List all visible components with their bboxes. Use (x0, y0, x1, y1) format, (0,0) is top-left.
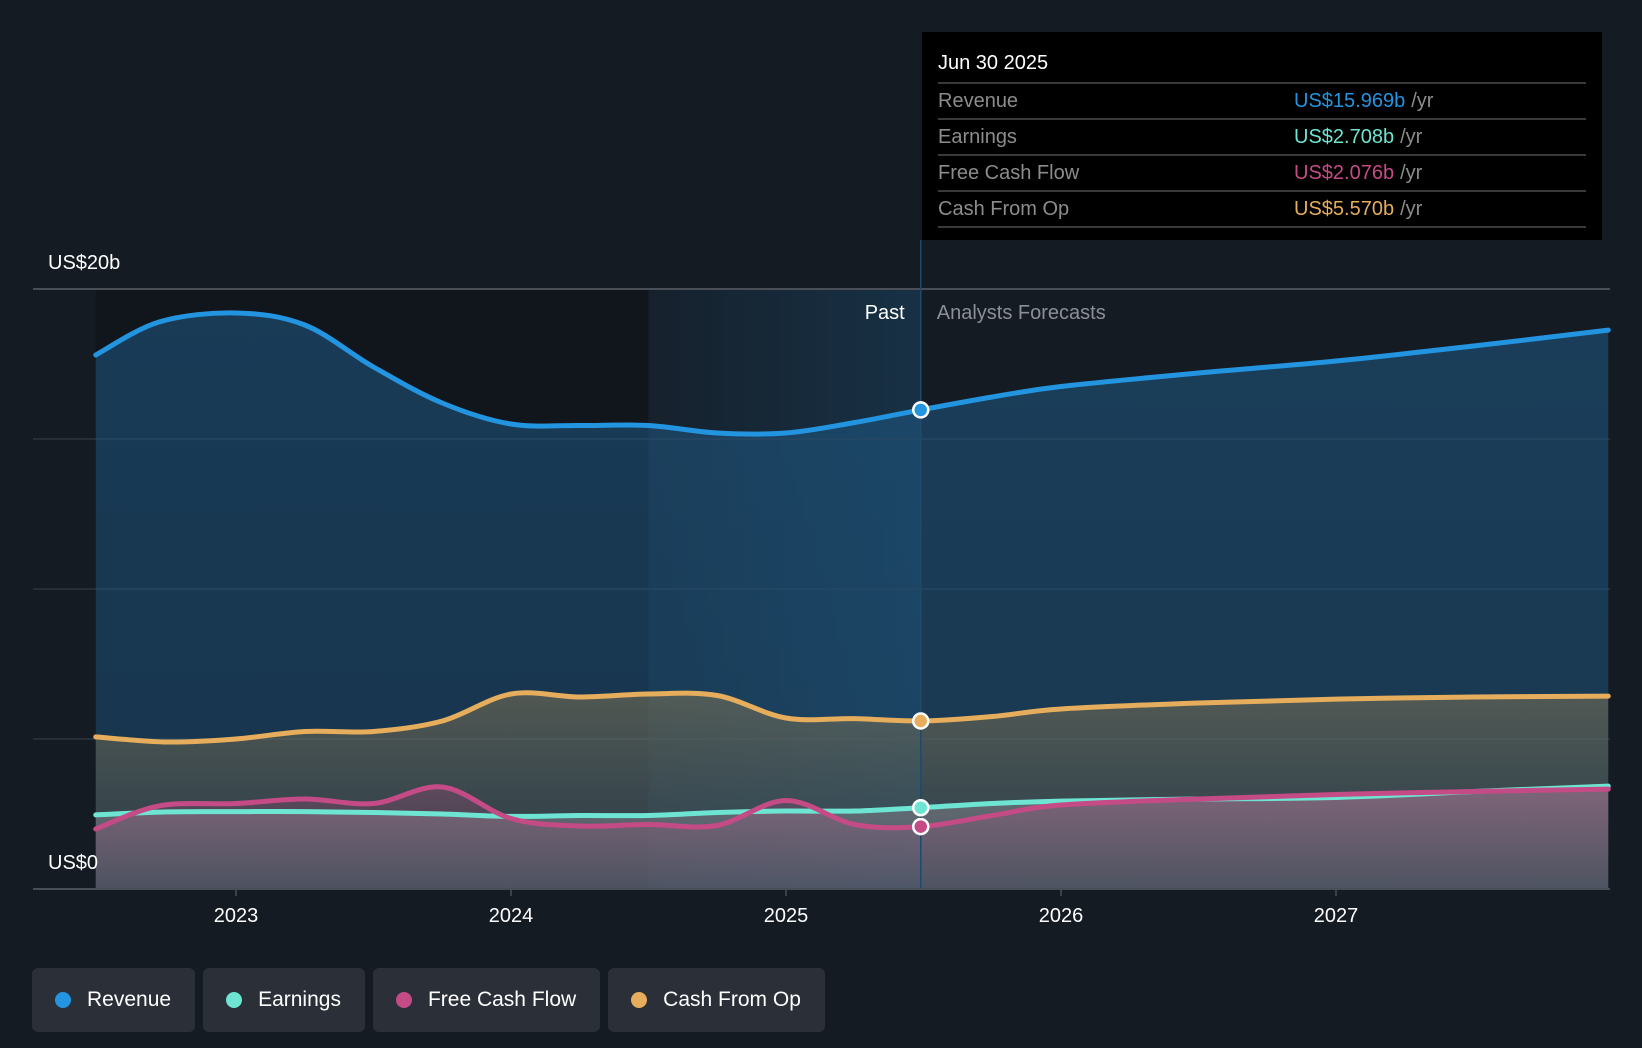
tooltip-value: US$2.076b (1294, 161, 1395, 184)
series-markers (912, 401, 930, 836)
y-label-bottom: US$0 (48, 852, 99, 874)
legend-label: Revenue (87, 988, 172, 1011)
tooltip-value: US$2.708b (1294, 125, 1395, 148)
tooltip-label: Revenue (938, 89, 1019, 112)
x-tick-label: 2026 (1039, 905, 1084, 927)
y-label-top: US$20b (48, 252, 121, 274)
tooltip-date: Jun 30 2025 (938, 32, 1586, 84)
x-tick-label: 2027 (1314, 905, 1359, 927)
revenue-marker (912, 401, 930, 419)
x-tick-label: 2023 (214, 905, 259, 927)
tooltip-unit: /yr (1400, 197, 1423, 220)
tooltip-value: US$15.969b (1294, 89, 1406, 112)
legend-label: Free Cash Flow (427, 988, 577, 1011)
legend-label: Earnings (258, 988, 341, 1011)
earnings-dot-icon (226, 992, 243, 1008)
tooltip-value: US$5.570b (1294, 197, 1395, 220)
tooltip-row-earnings: Earnings US$2.708b /yr (938, 120, 1586, 156)
tooltip-row-free-cash-flow: Free Cash Flow US$2.076b /yr (938, 156, 1586, 192)
forecast-label: Analysts Forecasts (937, 302, 1106, 324)
series-lines (93, 310, 1611, 832)
x-tick-label: 2025 (764, 905, 809, 927)
free_cash_flow-marker (912, 817, 930, 836)
tooltip-unit: /yr (1411, 89, 1434, 112)
revenue-line (93, 310, 1611, 437)
tooltip-row-cash-from-op: Cash From Op US$5.570b /yr (938, 192, 1586, 228)
free_cash_flow-line (93, 784, 1611, 832)
legend-item-cash-from-op[interactable]: Cash From Op (608, 968, 825, 1032)
legend-item-revenue[interactable]: Revenue (32, 968, 196, 1032)
x-axis: 2023 2024 2025 2026 2027 (33, 888, 1610, 927)
series-areas (95, 312, 1609, 889)
free-cash-flow-dot-icon (395, 992, 412, 1008)
cash-from-op-dot-icon (631, 992, 648, 1008)
earnings-marker (912, 798, 930, 817)
legend: Revenue Earnings Free Cash Flow Cash Fro… (32, 968, 825, 1032)
free_cash_flow-area (95, 786, 1609, 889)
x-tick-label: 2024 (489, 905, 534, 927)
tooltip-label: Free Cash Flow (938, 161, 1080, 184)
cash_from_op-marker (912, 712, 930, 730)
legend-item-free-cash-flow[interactable]: Free Cash Flow (372, 968, 601, 1032)
tooltip: Jun 30 2025 Revenue US$15.969b /yr Earni… (922, 32, 1602, 240)
tooltip-unit: /yr (1400, 161, 1423, 184)
revenue-dot-icon (55, 992, 71, 1008)
cash_from_op-line (93, 690, 1611, 745)
legend-item-earnings[interactable]: Earnings (203, 968, 365, 1032)
legend-label: Cash From Op (663, 988, 801, 1011)
tooltip-label: Cash From Op (938, 197, 1070, 220)
tooltip-row-revenue: Revenue US$15.969b /yr (938, 84, 1586, 120)
past-label: Past (865, 302, 905, 324)
tooltip-unit: /yr (1400, 125, 1423, 148)
tooltip-label: Earnings (938, 125, 1017, 148)
